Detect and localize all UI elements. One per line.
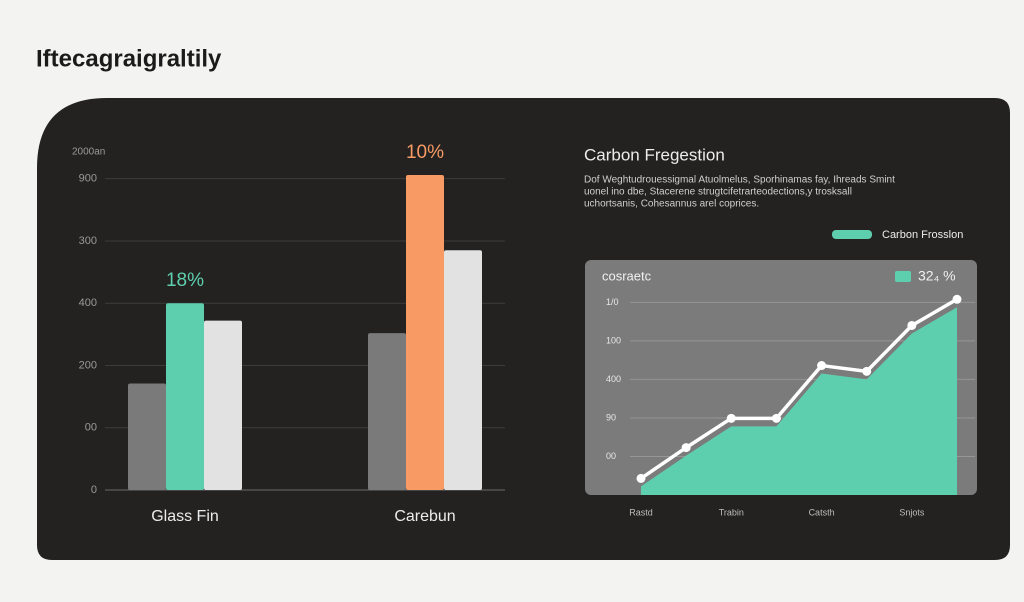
point (817, 361, 827, 371)
y-tick-label: 300 (79, 235, 97, 247)
bar (128, 383, 166, 490)
point (636, 473, 646, 483)
description: uchortsanis, Cohesannus arel coprices. (584, 199, 759, 210)
line (640, 297, 958, 480)
point (681, 443, 691, 453)
bar (166, 303, 204, 490)
data-label: 10% (406, 142, 444, 163)
x-tick-label: Glass Fin (151, 508, 219, 525)
x-tick-label: Catsth (809, 507, 835, 517)
area (641, 307, 957, 495)
description: Dof Weghtudrouessigmal Atuolmelus, Sporh… (584, 175, 895, 186)
bar (204, 320, 242, 490)
legend-label: Carbon Frosslon (882, 229, 963, 241)
y-tick-label: 00 (606, 451, 616, 461)
legend-swatch (832, 230, 872, 239)
y-tick-label: 90 (606, 412, 616, 422)
y-axis-label: 2000an (72, 147, 105, 158)
point (952, 294, 962, 304)
y-tick-label: 900 (79, 173, 97, 185)
point (907, 320, 917, 330)
data-label: 18% (166, 270, 204, 291)
point (726, 413, 736, 423)
bar (368, 333, 406, 490)
y-tick-label: 400 (606, 374, 621, 384)
badge-swatch (895, 271, 911, 282)
page-title: Iftecagraigraltily (36, 45, 222, 72)
badge: 32₄ % (918, 268, 956, 284)
x-tick-label: Snjots (899, 507, 925, 517)
y-tick-label: 0 (91, 484, 97, 496)
y-tick-label: 200 (79, 359, 97, 371)
x-tick-label: Rastd (629, 507, 653, 517)
panel-label: cosraetc (602, 268, 652, 283)
y-tick-label: 1/0 (606, 297, 619, 307)
x-tick-label: Carebun (394, 508, 455, 525)
y-tick-label: 100 (606, 335, 621, 345)
y-tick-label: 400 (79, 297, 97, 309)
chart-title: Carbon Fregestion (584, 145, 725, 164)
point (862, 366, 872, 376)
x-tick-label: Trabin (719, 507, 744, 517)
point (771, 413, 781, 423)
description: uonel ino dbe, Stacerene strugtcifetrart… (584, 187, 852, 198)
y-tick-label: 00 (85, 422, 97, 434)
bar (406, 174, 444, 490)
bar (444, 250, 482, 490)
